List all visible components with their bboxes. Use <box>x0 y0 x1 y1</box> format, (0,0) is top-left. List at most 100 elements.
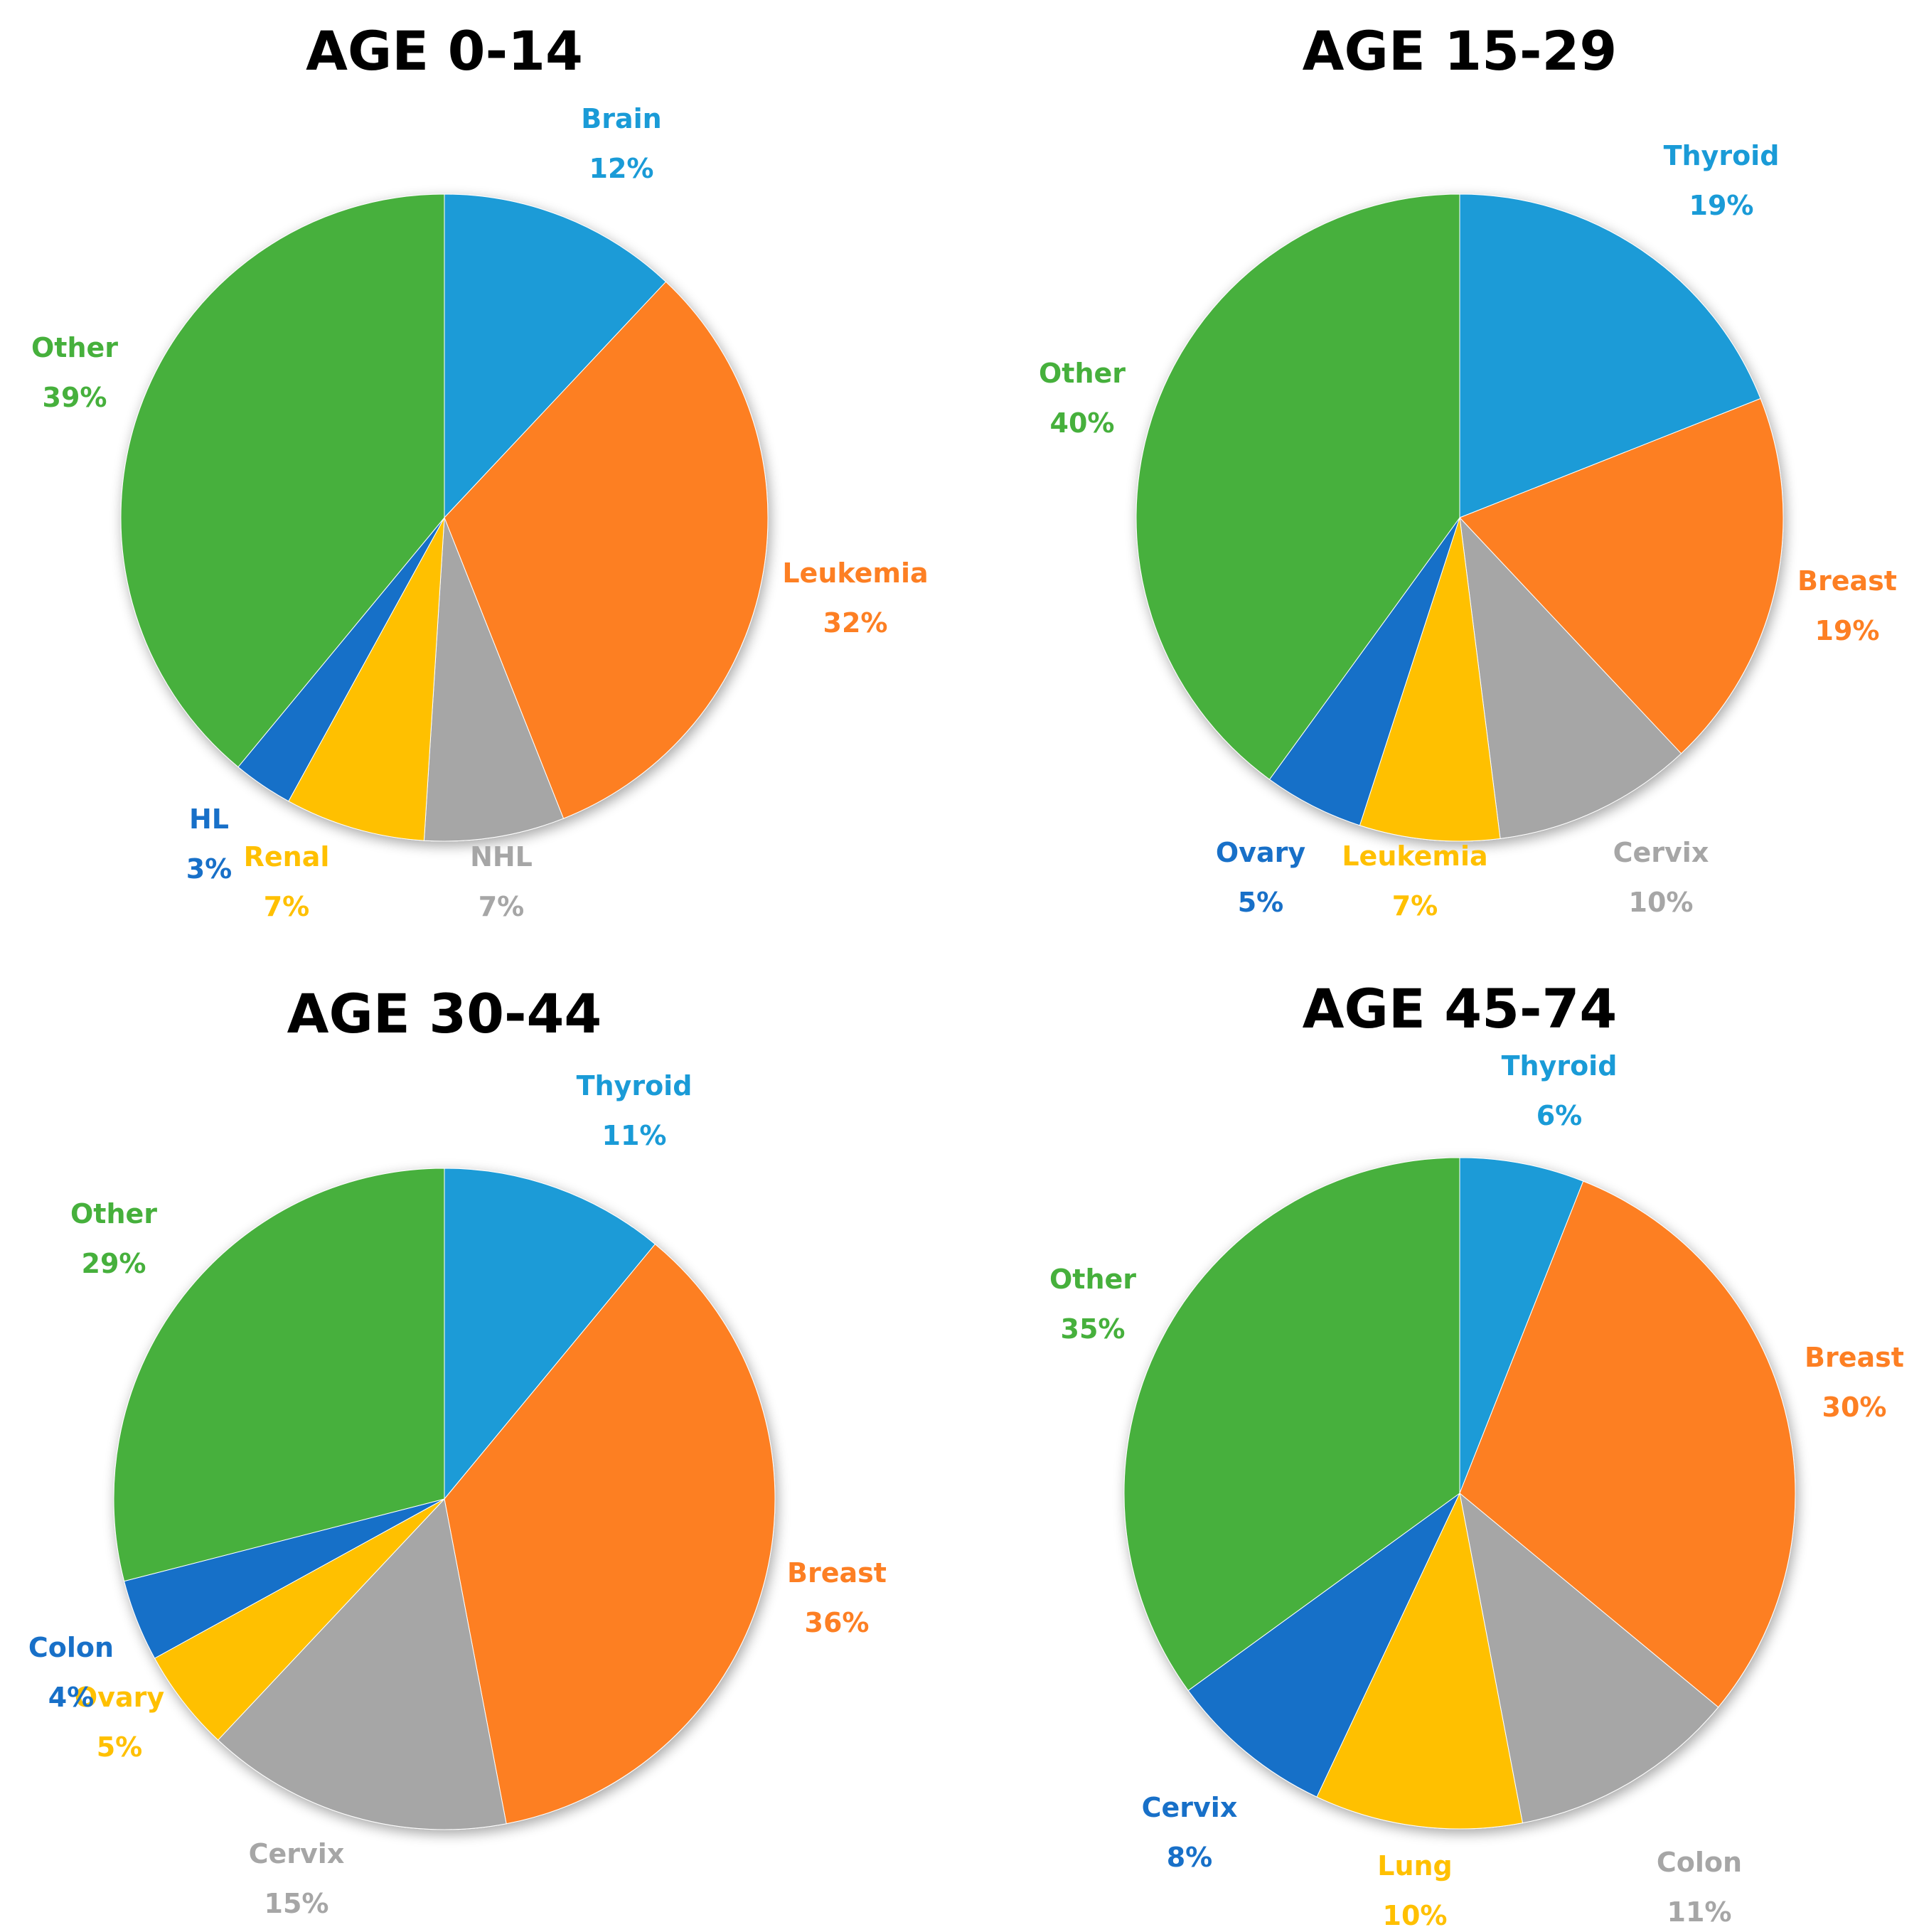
slice-label-thyroid: Thyroid 6% <box>1502 1050 1618 1131</box>
slice-percent-label: 6% <box>1536 1100 1583 1131</box>
slice-percent-label: 7% <box>1392 890 1438 922</box>
slice-category-label: HL <box>189 804 229 835</box>
slice-percent-label: 12% <box>589 153 654 184</box>
slice-category-label: Breast <box>787 1557 887 1589</box>
pie-slice-renal <box>288 517 445 841</box>
slice-category-label: Other <box>31 332 118 363</box>
pie-slices <box>120 193 769 842</box>
slice-percent-label: 5% <box>1238 887 1284 918</box>
slice-percent-label: 7% <box>264 891 310 922</box>
slice-category-label: Colon <box>1657 1847 1742 1878</box>
slice-labels: Thyroid 19% Breast 19% Cervix 10% Leukemia 7% Ov… <box>1039 140 1897 922</box>
pie-slice-thyroid <box>444 1168 656 1500</box>
slice-category-label: NHL <box>470 841 533 872</box>
pie-slice-thyroid <box>1459 1157 1584 1494</box>
slice-label-nhl: NHL 7% <box>470 841 533 922</box>
slice-labels: Thyroid 6% Breast 30% Colon 11% Lung 10% Cervix 8… <box>1049 1050 1904 1931</box>
slice-category-label: Leukemia <box>1342 840 1487 872</box>
slice-percent-label: 4% <box>48 1682 95 1713</box>
slice-percent-label: 3% <box>186 853 233 885</box>
pie-slice-ovary <box>1268 517 1460 826</box>
slice-category-label: Cervix <box>249 1838 345 1869</box>
slice-percent-label: 29% <box>82 1248 146 1279</box>
pie-slices <box>1123 1157 1796 1830</box>
slice-label-ovary: Ovary 5% <box>1216 837 1305 918</box>
chart-age-15-29: AGE 15-29 Thyroid 19% Breast 19% Cervix 10% Le… <box>1039 19 1897 922</box>
slice-category-label: Leukemia <box>782 557 928 589</box>
pie-slice-leukemia <box>444 281 769 819</box>
slice-label-cervix: Cervix 8% <box>1142 1792 1238 1873</box>
slice-percent-label: 5% <box>97 1731 143 1763</box>
slice-label-cervix: Cervix 15% <box>249 1838 345 1919</box>
slice-label-other: Other 35% <box>1049 1264 1136 1345</box>
slice-label-lung: Lung 10% <box>1377 1850 1453 1931</box>
slice-percent-label: 30% <box>1822 1392 1887 1423</box>
slice-label-breast: Breast 36% <box>787 1557 887 1638</box>
slice-category-label: Thyroid <box>1664 140 1780 171</box>
slice-percent-label: 7% <box>479 891 525 922</box>
pie-slice-breast <box>1459 397 1784 754</box>
slice-category-label: Cervix <box>1613 837 1709 868</box>
slice-percent-label: 15% <box>264 1888 329 1919</box>
slice-label-other: Other 29% <box>70 1198 157 1279</box>
pie-slice-other <box>1123 1157 1460 1692</box>
slice-category-label: Lung <box>1377 1850 1453 1882</box>
chart-age-30-44: AGE 30-44 Thyroid 11% Breast 36% Cervix 15% Ov… <box>28 982 887 1919</box>
pie-slices <box>1135 193 1784 842</box>
slice-label-leukemia: Leukemia 7% <box>1342 840 1487 922</box>
slice-label-leukemia: Leukemia 32% <box>782 557 928 639</box>
slice-category-label: Colon <box>28 1632 114 1663</box>
slice-percent-label: 39% <box>43 382 107 413</box>
slice-category-label: Other <box>70 1198 157 1229</box>
pie-slice-breast <box>1459 1180 1796 1708</box>
slice-label-hl: HL 3% <box>186 804 233 885</box>
slice-category-label: Other <box>1039 358 1126 389</box>
slice-percent-label: 36% <box>805 1607 870 1638</box>
pie-slice-breast <box>444 1244 776 1825</box>
slice-label-colon: Colon 11% <box>1657 1847 1742 1928</box>
chart-age-0-14: AGE 0-14 Brain 12% Leukemia 32% NHL 7% Renal 7%… <box>31 19 929 922</box>
pie-slice-other <box>120 193 445 768</box>
pie-slice-leukemia <box>1359 517 1501 842</box>
slice-label-other: Other 40% <box>1039 358 1126 439</box>
slice-percent-label: 11% <box>1667 1896 1732 1928</box>
slice-label-brain: Brain 12% <box>581 103 661 184</box>
pie-slice-colon <box>1459 1492 1719 1824</box>
slice-percent-label: 40% <box>1050 407 1115 439</box>
chart-title: AGE 45-74 <box>1303 977 1618 1040</box>
slice-category-label: Renal <box>244 841 330 872</box>
slice-category-label: Brain <box>581 103 661 134</box>
pie-slice-cervix <box>1459 516 1682 839</box>
slice-percent-label: 35% <box>1061 1313 1126 1345</box>
slice-label-thyroid: Thyroid 19% <box>1664 140 1780 221</box>
slice-percent-label: 19% <box>1689 190 1754 221</box>
slice-category-label: Thyroid <box>1502 1050 1618 1082</box>
slice-category-label: Breast <box>1805 1342 1904 1373</box>
slice-label-ovary: Ovary 5% <box>75 1682 164 1763</box>
slice-category-label: Ovary <box>75 1682 164 1713</box>
slice-percent-label: 8% <box>1167 1842 1213 1873</box>
pie-slice-ovary <box>154 1498 445 1741</box>
slice-category-label: Ovary <box>1216 837 1305 868</box>
slice-label-breast: Breast 19% <box>1797 565 1897 646</box>
slice-percent-label: 19% <box>1815 615 1880 646</box>
pie-slice-brain <box>444 193 667 519</box>
chart-title: AGE 30-44 <box>287 982 602 1045</box>
pie-slice-lung <box>1316 1492 1524 1830</box>
slice-percent-label: 10% <box>1383 1900 1448 1931</box>
slice-labels: Thyroid 11% Breast 36% Cervix 15% Ovary 5% Colon… <box>28 1070 887 1919</box>
pie-slice-cervix <box>217 1498 507 1830</box>
slice-label-breast: Breast 30% <box>1805 1342 1904 1423</box>
pie-slice-thyroid <box>1459 193 1761 518</box>
slice-category-label: Cervix <box>1142 1792 1238 1823</box>
slice-category-label: Other <box>1049 1264 1136 1295</box>
chart-title: AGE 0-14 <box>306 19 583 82</box>
slice-label-other: Other 39% <box>31 332 118 413</box>
slice-label-thyroid: Thyroid 11% <box>577 1070 693 1151</box>
slice-category-label: Breast <box>1797 565 1897 597</box>
slice-percent-label: 32% <box>823 607 888 639</box>
pie-slice-cervix <box>1187 1493 1460 1798</box>
pie-slice-other <box>1135 193 1460 780</box>
pie-slice-other <box>113 1168 445 1582</box>
